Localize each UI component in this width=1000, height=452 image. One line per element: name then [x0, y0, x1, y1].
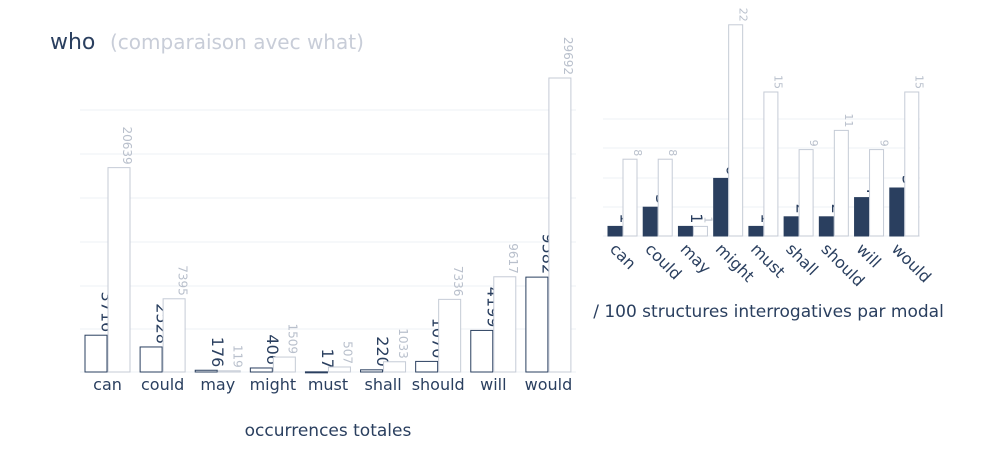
- bar-main-shall: [783, 216, 799, 237]
- x-tick-label-may: may: [200, 375, 235, 394]
- x-tick-label-would: would: [888, 239, 935, 286]
- bar-ref-could: [162, 298, 186, 373]
- bar-main-will: [470, 329, 494, 373]
- bar-main-will: [854, 197, 870, 237]
- x-tick-label-can: can: [606, 239, 640, 273]
- bar-ref-should: [833, 129, 849, 237]
- data-label-main-may: 176: [208, 337, 227, 368]
- bar-ref-shall: [383, 361, 407, 373]
- data-label-ref-could: 7395: [175, 265, 189, 296]
- bar-main-must: [748, 225, 764, 237]
- x-axis-title: / 100 structures interrogatives par moda…: [593, 302, 944, 322]
- x-tick-label-can: can: [93, 375, 122, 394]
- x-tick-label-shall: shall: [365, 375, 402, 394]
- bar-main-shall: [360, 369, 384, 373]
- data-label-ref-may: 1: [701, 216, 714, 223]
- x-tick-label-might: might: [712, 239, 758, 285]
- data-label-ref-must: 15: [772, 75, 785, 89]
- x-tick-label-shall: shall: [782, 239, 822, 279]
- bar-main-might: [249, 367, 273, 373]
- bar-main-would: [525, 276, 549, 373]
- right-bar-chart: 18can38could11may622might115must29shall2…: [593, 8, 944, 322]
- bar-ref-might: [728, 24, 744, 237]
- bar-main-may: [677, 225, 693, 237]
- data-label-main-shall: 220: [373, 336, 392, 367]
- data-label-ref-would: 15: [913, 75, 926, 89]
- x-tick-label-will: will: [480, 375, 506, 394]
- data-label-ref-should: 11: [842, 113, 855, 127]
- data-label-ref-can: 20639: [120, 126, 134, 164]
- x-tick-label-might: might: [250, 375, 297, 394]
- bar-ref-will: [869, 149, 885, 237]
- bar-main-might: [713, 177, 729, 237]
- data-label-ref-could: 8: [666, 149, 679, 156]
- bar-ref-will: [493, 276, 517, 373]
- data-label-ref-might: 22: [737, 8, 750, 22]
- data-label-ref-might: 1509: [286, 324, 300, 355]
- data-label-ref-would: 29692: [561, 37, 575, 75]
- bar-ref-shall: [798, 149, 814, 237]
- data-label-ref-should: 7336: [451, 266, 465, 297]
- data-label-ref-can: 8: [631, 149, 644, 156]
- data-label-ref-may: 119: [230, 345, 244, 368]
- bar-ref-must: [763, 91, 779, 237]
- bar-main-can: [607, 225, 623, 237]
- x-tick-label-could: could: [641, 239, 685, 283]
- x-axis-title: occurrences totales: [245, 421, 412, 441]
- bar-ref-may: [217, 370, 241, 373]
- bar-main-should: [415, 360, 439, 373]
- data-label-main-may: 1: [687, 213, 706, 223]
- bar-ref-could: [657, 158, 673, 237]
- bar-main-should: [818, 216, 834, 237]
- x-tick-label-must: must: [308, 375, 348, 394]
- chart-title: who: [50, 30, 95, 55]
- bar-ref-can: [107, 167, 131, 373]
- bar-main-must: [304, 371, 328, 374]
- bar-ref-may: [692, 225, 708, 237]
- bar-main-could: [642, 206, 658, 237]
- x-tick-label-would: would: [525, 375, 573, 394]
- bar-main-may: [194, 369, 218, 373]
- data-label-ref-will: 9: [877, 140, 890, 147]
- bar-ref-would: [548, 77, 572, 373]
- data-label-main-must: 17: [318, 348, 337, 368]
- bar-main-could: [139, 346, 163, 373]
- bar-ref-would: [904, 91, 920, 237]
- bar-main-would: [889, 187, 905, 237]
- data-label-ref-shall: 9: [807, 140, 820, 147]
- chart-subtitle: (comparaison avec what): [110, 30, 364, 54]
- data-label-ref-must: 507: [341, 341, 355, 364]
- x-tick-label-could: could: [141, 375, 184, 394]
- bar-main-can: [84, 334, 108, 373]
- data-label-ref-will: 9617: [506, 243, 520, 274]
- bar-ref-should: [438, 298, 462, 373]
- bar-ref-can: [622, 158, 638, 237]
- bar-ref-must: [327, 366, 351, 373]
- bar-ref-might: [272, 356, 296, 373]
- data-label-ref-shall: 1033: [396, 328, 410, 359]
- x-tick-label-should: should: [412, 375, 465, 394]
